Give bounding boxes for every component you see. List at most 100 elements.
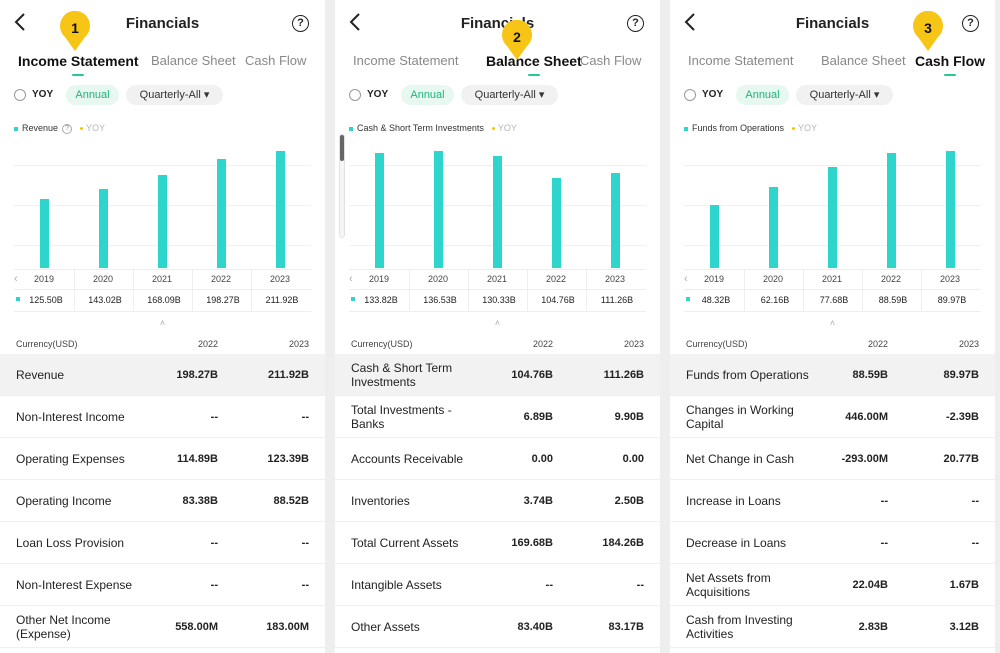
row-label: Non-Interest Expense bbox=[16, 577, 133, 592]
help-button[interactable]: ? bbox=[292, 15, 309, 32]
table-row[interactable]: Total Current Assets 169.68B 184.26B bbox=[335, 522, 660, 564]
tab-balance-sheet[interactable]: Balance Sheet bbox=[151, 53, 236, 68]
table-row[interactable]: Revenue 198.27B 211.92B bbox=[0, 354, 325, 396]
chevron-left-icon bbox=[14, 13, 25, 31]
tab-income-statement[interactable]: Income Statement bbox=[688, 53, 794, 68]
table-row[interactable]: Cash & Short Term Investments 104.76B 111.… bbox=[335, 354, 660, 396]
yoy-label: YOY bbox=[32, 89, 54, 100]
row-value: 89.97B bbox=[943, 368, 979, 381]
tab-cash-flow[interactable]: Cash Flow bbox=[915, 53, 986, 76]
info-icon[interactable]: ? bbox=[62, 123, 73, 134]
tab-cash-flow[interactable]: Cash Flow bbox=[245, 53, 307, 68]
chart-bar-2020[interactable] bbox=[434, 151, 443, 268]
row-value: 446.00M bbox=[845, 410, 888, 423]
chart-bar-2021[interactable] bbox=[828, 166, 837, 268]
chart-bar-2023[interactable] bbox=[611, 172, 620, 268]
annual-filter-button[interactable]: Annual bbox=[736, 85, 789, 105]
back-button[interactable] bbox=[343, 9, 369, 35]
row-label: Net Assets from Acquisitions bbox=[686, 570, 771, 599]
table-row[interactable]: Net Assets from Acquisitions 22.04B 1.67B bbox=[670, 564, 995, 606]
quarterly-dropdown[interactable]: Quarterly-All ▾ bbox=[796, 85, 893, 105]
table-row[interactable]: Inventories 3.74B 2.50B bbox=[335, 480, 660, 522]
table-row[interactable]: Changes in Working Capital 446.00M -2.39B bbox=[670, 396, 995, 438]
yoy-radio[interactable] bbox=[14, 89, 26, 101]
tab-income-statement[interactable]: Income Statement bbox=[353, 53, 459, 68]
values-row: 133.82B 136.53B 130.33B 104.76B 111.26B bbox=[335, 291, 660, 309]
row-label: Inventories bbox=[351, 493, 410, 508]
table-row[interactable]: Other Net Income (Expense) 558.00M 183.00M bbox=[0, 606, 325, 648]
quarterly-dropdown[interactable]: Quarterly-All ▾ bbox=[461, 85, 558, 105]
yoy-radio[interactable] bbox=[349, 89, 361, 101]
year-tick-label: 2020 bbox=[427, 274, 449, 284]
table-row[interactable]: Decrease in Loans -- -- bbox=[670, 522, 995, 564]
quarterly-dropdown[interactable]: Quarterly-All ▾ bbox=[126, 85, 223, 105]
tab-cash-flow[interactable]: Cash Flow bbox=[580, 53, 642, 68]
chevron-left-icon[interactable]: ‹ bbox=[349, 273, 353, 285]
page-title: Financials bbox=[125, 15, 200, 32]
chart-bar-2022[interactable] bbox=[887, 152, 896, 268]
collapse-caret-icon[interactable]: ˄ bbox=[159, 318, 166, 328]
table-row[interactable]: Funds from Operations 88.59B 89.97B bbox=[670, 354, 995, 396]
table-row[interactable]: Total Investments - Banks 6.89B 9.90B bbox=[335, 396, 660, 438]
annual-filter-button[interactable]: Annual bbox=[66, 85, 119, 105]
tab-balance-sheet[interactable]: Balance Sheet bbox=[821, 53, 906, 68]
table-row[interactable]: Cash from Investing Activities 2.83B 3.12B bbox=[670, 606, 995, 648]
year-tick-label: 2019 bbox=[33, 274, 55, 284]
table-row[interactable]: Increase in Loans -- -- bbox=[670, 480, 995, 522]
year-tick-label: 2021 bbox=[821, 274, 843, 284]
chart-bar-2022[interactable] bbox=[552, 178, 561, 268]
year-tick-label: 2021 bbox=[486, 274, 508, 284]
chart-bar-2019[interactable] bbox=[375, 153, 384, 268]
row-label: Cash from Investing Activities bbox=[686, 612, 793, 641]
chevron-left-icon[interactable]: ‹ bbox=[684, 273, 688, 285]
row-value: -- bbox=[210, 410, 218, 423]
chart-scrollbar[interactable] bbox=[339, 134, 345, 238]
caret-down-icon: ▾ bbox=[200, 89, 210, 101]
back-button[interactable] bbox=[8, 9, 34, 35]
table-row[interactable]: Operating Income 83.38B 88.52B bbox=[0, 480, 325, 522]
annual-filter-button[interactable]: Annual bbox=[401, 85, 454, 105]
chart-bar-2022[interactable] bbox=[217, 158, 226, 268]
yoy-radio[interactable] bbox=[684, 89, 696, 101]
tab-balance-sheet[interactable]: Balance Sheet bbox=[486, 53, 582, 76]
bar-chart bbox=[335, 0, 660, 268]
chart-bar-2023[interactable] bbox=[276, 151, 285, 268]
collapse-caret-icon[interactable]: ˄ bbox=[494, 318, 501, 328]
row-value: -- bbox=[545, 578, 553, 591]
chart-bar-2023[interactable] bbox=[946, 151, 955, 268]
scrollbar-thumb[interactable] bbox=[340, 135, 344, 161]
help-button[interactable]: ? bbox=[627, 15, 644, 32]
row-value: 123.39B bbox=[267, 452, 309, 465]
table-row[interactable]: Other Assets 83.40B 83.17B bbox=[335, 606, 660, 648]
chart-bar-2021[interactable] bbox=[158, 175, 167, 268]
table-row[interactable]: Accounts Receivable 0.00 0.00 bbox=[335, 438, 660, 480]
chevron-left-icon[interactable]: ‹ bbox=[14, 273, 18, 285]
table-row[interactable]: Intangible Assets -- -- bbox=[335, 564, 660, 606]
help-button[interactable]: ? bbox=[962, 15, 979, 32]
values-bottom-line bbox=[14, 311, 311, 312]
badge-number: 1 bbox=[71, 20, 79, 36]
table-row[interactable]: Net Change in Cash -293.00M 20.77B bbox=[670, 438, 995, 480]
chart-bar-2021[interactable] bbox=[493, 156, 502, 268]
chart-bar-2019[interactable] bbox=[710, 205, 719, 268]
values-swatch bbox=[686, 297, 690, 301]
table-row[interactable]: Operating Expenses 114.89B 123.39B bbox=[0, 438, 325, 480]
collapse-caret-icon[interactable]: ˄ bbox=[829, 318, 836, 328]
back-button[interactable] bbox=[678, 9, 704, 35]
table-row[interactable]: Non-Interest Income -- -- bbox=[0, 396, 325, 438]
year-tick-label: 2019 bbox=[368, 274, 390, 284]
row-value: -- bbox=[880, 536, 888, 549]
year-axis: ‹ 2019 2020 2021 2022 2023 bbox=[0, 270, 325, 288]
badge-pin-icon: 3 bbox=[913, 10, 943, 51]
row-value: -- bbox=[210, 578, 218, 591]
axis-line bbox=[14, 269, 311, 270]
quarterly-dropdown-label: Quarterly-All bbox=[474, 89, 536, 101]
tab-income-statement[interactable]: Income Statement bbox=[18, 53, 139, 76]
column-divider bbox=[921, 270, 922, 312]
chart-bar-2020[interactable] bbox=[99, 189, 108, 268]
chart-bar-2020[interactable] bbox=[769, 187, 778, 268]
table-row[interactable]: Non-Interest Expense -- -- bbox=[0, 564, 325, 606]
table-row[interactable]: Loan Loss Provision -- -- bbox=[0, 522, 325, 564]
chart-bar-2019[interactable] bbox=[40, 198, 49, 268]
column-header: 2023 bbox=[623, 339, 644, 349]
